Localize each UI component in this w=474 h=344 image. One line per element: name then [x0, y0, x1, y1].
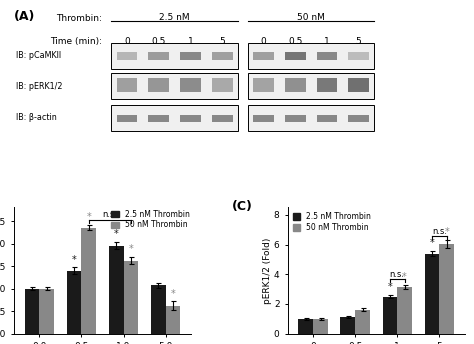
Bar	[180, 52, 201, 60]
Bar	[117, 78, 137, 85]
Text: *: *	[86, 212, 91, 222]
Text: n.s.: n.s.	[432, 227, 447, 236]
Bar	[348, 52, 369, 60]
Bar	[212, 115, 233, 122]
Text: 0: 0	[261, 37, 266, 46]
Text: 1: 1	[188, 37, 193, 46]
Text: 1: 1	[324, 37, 330, 46]
Text: *: *	[128, 244, 133, 254]
Text: *: *	[388, 282, 392, 292]
Text: 0.5: 0.5	[152, 37, 166, 46]
Legend: 2.5 nM Thrombin, 50 nM Thrombin: 2.5 nM Thrombin, 50 nM Thrombin	[292, 211, 372, 233]
Text: n.s.: n.s.	[390, 270, 405, 279]
Bar	[111, 105, 238, 131]
Bar	[212, 52, 233, 60]
Bar	[117, 115, 137, 122]
Bar	[317, 115, 337, 122]
Bar	[285, 78, 306, 85]
Bar	[285, 85, 306, 92]
Bar	[25, 289, 39, 334]
Text: Thrombin:: Thrombin:	[56, 14, 102, 23]
Bar	[348, 85, 369, 92]
Text: 2.5 nM: 2.5 nM	[159, 13, 190, 22]
Bar	[425, 254, 439, 334]
Y-axis label: pERK1/2 (Fold): pERK1/2 (Fold)	[264, 237, 273, 304]
Text: 50 nM: 50 nM	[297, 13, 325, 22]
Bar	[317, 52, 337, 60]
Bar	[148, 78, 169, 85]
Bar	[248, 105, 374, 131]
Bar	[285, 115, 306, 122]
Text: IB: pCaMKII: IB: pCaMKII	[17, 51, 62, 60]
Bar	[254, 78, 274, 85]
Legend: 2.5 nM Thrombin, 50 nM Thrombin: 2.5 nM Thrombin, 50 nM Thrombin	[110, 209, 191, 230]
Bar	[248, 43, 374, 68]
Bar	[439, 244, 454, 334]
Bar	[165, 306, 180, 334]
Text: 5: 5	[219, 37, 226, 46]
Bar	[212, 78, 233, 85]
Bar	[111, 73, 238, 99]
Bar	[355, 310, 370, 334]
Bar	[117, 85, 137, 92]
Text: *: *	[402, 272, 407, 282]
Bar	[340, 318, 355, 334]
Bar	[254, 115, 274, 122]
Text: *: *	[114, 229, 118, 239]
Bar	[148, 85, 169, 92]
Bar	[148, 52, 169, 60]
Bar	[313, 319, 328, 334]
Text: (C): (C)	[231, 200, 252, 213]
Bar	[67, 271, 82, 334]
Text: IB: β-actin: IB: β-actin	[17, 114, 57, 122]
Text: *: *	[171, 289, 175, 299]
Text: *: *	[429, 238, 434, 248]
Bar	[299, 319, 313, 334]
Bar	[383, 297, 397, 334]
Bar	[39, 289, 54, 334]
Bar	[254, 85, 274, 92]
Text: (A): (A)	[14, 10, 36, 23]
Bar	[317, 85, 337, 92]
Bar	[180, 85, 201, 92]
Text: 0: 0	[124, 37, 130, 46]
Bar	[317, 78, 337, 85]
Bar	[111, 43, 238, 68]
Bar	[82, 228, 96, 334]
Bar	[180, 115, 201, 122]
Text: IB: pERK1/2: IB: pERK1/2	[17, 82, 63, 91]
Bar	[180, 78, 201, 85]
Text: n.s.: n.s.	[102, 210, 118, 219]
Bar	[212, 85, 233, 92]
Text: 5: 5	[356, 37, 362, 46]
Bar	[117, 52, 137, 60]
Bar	[151, 286, 165, 334]
Bar	[148, 115, 169, 122]
Bar	[397, 287, 412, 334]
Bar	[109, 246, 124, 334]
Bar	[124, 261, 138, 334]
Bar	[348, 78, 369, 85]
Text: *: *	[444, 227, 449, 237]
Bar	[348, 115, 369, 122]
Bar	[285, 52, 306, 60]
Text: 0.5: 0.5	[288, 37, 302, 46]
Bar	[248, 73, 374, 99]
Text: *: *	[72, 255, 76, 265]
Bar	[254, 52, 274, 60]
Text: Time (min):: Time (min):	[50, 37, 102, 46]
